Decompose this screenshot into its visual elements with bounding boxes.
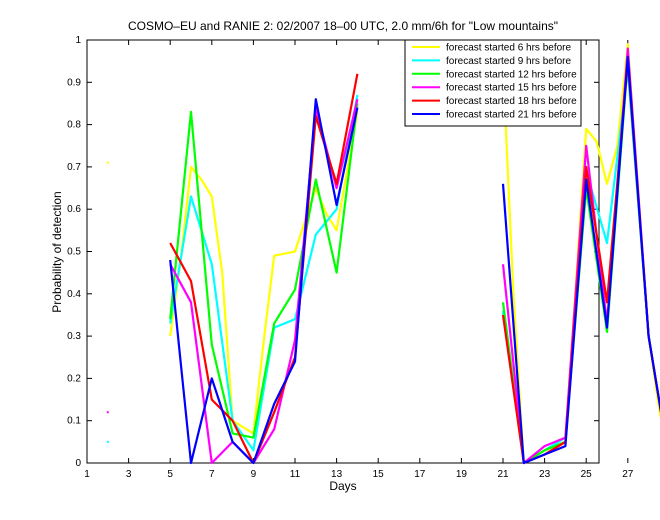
y-tick-label: 0.1 — [67, 416, 81, 427]
series-line — [169, 98, 359, 465]
x-tick-label: 1 — [84, 469, 90, 480]
chart-title: COSMO–EU and RANIE 2: 02/2007 18–00 UTC,… — [128, 19, 558, 33]
x-tick-label: 15 — [373, 469, 385, 480]
x-tick-label: 25 — [581, 469, 593, 480]
legend-label: forecast started 18 hrs before — [446, 96, 577, 107]
y-tick-label: 0.2 — [67, 373, 81, 384]
series-point — [106, 161, 109, 164]
y-tick-label: 1 — [75, 35, 81, 46]
x-tick-label: 17 — [414, 469, 426, 480]
x-tick-label: 23 — [539, 469, 551, 480]
series-line — [169, 103, 359, 439]
y-tick-label: 0.6 — [67, 204, 81, 215]
legend-label: forecast started 15 hrs before — [446, 83, 577, 94]
series-point — [106, 440, 109, 443]
y-tick-label: 0 — [75, 458, 81, 469]
series-6 — [169, 55, 660, 465]
x-tick-label: 3 — [126, 469, 132, 480]
y-tick-label: 0.8 — [67, 120, 81, 131]
legend-label: forecast started 12 hrs before — [446, 69, 577, 80]
x-tick-label: 5 — [167, 469, 173, 480]
x-axis-label: Days — [329, 479, 356, 493]
x-tick-label: 27 — [622, 469, 634, 480]
y-axis-label: Probability of detection — [50, 191, 64, 312]
y-tick-label: 0.5 — [67, 247, 81, 258]
legend: forecast started 6 hrs before forecast st… — [404, 39, 582, 127]
x-tick-label: 9 — [251, 469, 257, 480]
legend-label: forecast started 6 hrs before — [446, 43, 572, 54]
y-tick-label: 0.9 — [67, 77, 81, 88]
y-tick-label: 0.3 — [67, 331, 81, 342]
legend-box — [404, 39, 582, 127]
x-tick-label: 13 — [331, 469, 343, 480]
legend-label: forecast started 21 hrs before — [446, 110, 577, 121]
x-tick-label: 11 — [290, 469, 301, 480]
x-tick-label: 19 — [456, 469, 468, 480]
legend-label: forecast started 9 hrs before — [446, 56, 572, 67]
y-tick-label: 0.4 — [67, 289, 81, 300]
series-line — [501, 55, 660, 465]
y-axis: 0 0.1 0.2 0.3 0.4 0.5 0.6 0.7 0.8 0.9 1 — [67, 35, 599, 469]
series-point — [106, 411, 109, 414]
x-tick-label: 21 — [497, 469, 509, 480]
y-tick-label: 0.7 — [67, 162, 81, 173]
x-tick-label: 7 — [209, 469, 215, 480]
series-layer — [106, 43, 660, 465]
